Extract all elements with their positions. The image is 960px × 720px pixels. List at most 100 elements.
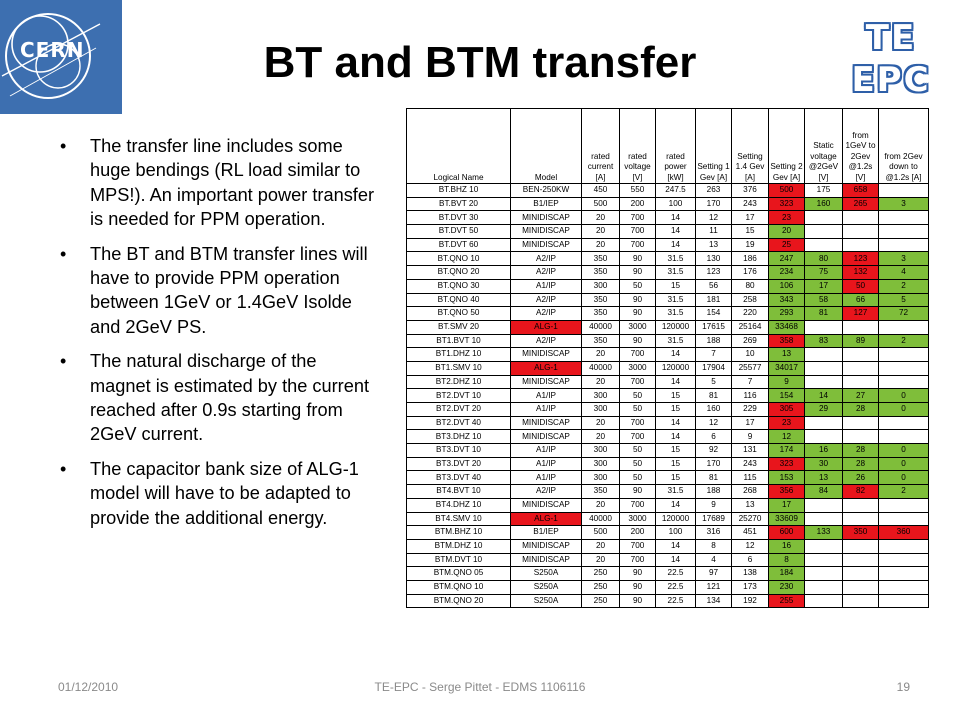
table-cell: 22.5 [655, 593, 696, 609]
table-cell [878, 237, 929, 253]
table-cell: 90 [619, 579, 656, 595]
bullet-item: • The BT and BTM transfer lines will have… [58, 242, 378, 340]
table-cell: 500 [581, 196, 620, 212]
table-cell: 0 [878, 470, 929, 486]
table-cell: 127 [842, 306, 879, 321]
table-cell: 50 [842, 278, 879, 294]
table-cell: 15 [655, 278, 696, 294]
table-cell [878, 429, 929, 445]
table-cell: 14 [655, 224, 696, 239]
table-row: BT4.DHZ 10 MINIDISCAP 20 700 14 9 13 17 [406, 497, 929, 513]
table-cell: 120000 [655, 360, 696, 376]
table-cell: 115 [731, 470, 769, 486]
table-cell: 14 [655, 497, 696, 513]
table-cell: 50 [619, 470, 656, 486]
table-cell: 234 [768, 265, 805, 280]
table-cell: 23 [768, 210, 805, 226]
table-cell [842, 552, 879, 568]
table-cell: BT4.DHZ 10 [406, 497, 511, 513]
table-cell: MINIDISCAP [510, 552, 582, 568]
table-cell: 3 [878, 196, 929, 212]
table-cell [804, 511, 843, 527]
table-cell [804, 538, 843, 554]
table-cell: 123 [842, 251, 879, 267]
table-row: BT.QNO 10 A2/IP 350 90 31.5 130 186 247 80 123 3 [406, 251, 929, 267]
table-cell: 20 [768, 224, 805, 239]
table-row: BTM.DHZ 10 MINIDISCAP 20 700 14 8 12 16 [406, 538, 929, 554]
table-cell: 300 [581, 388, 620, 403]
header-setting-1gev: Setting 1 Gev [A] [695, 108, 732, 184]
table-cell: MINIDISCAP [510, 224, 582, 239]
table-cell: 15 [655, 402, 696, 417]
table-cell: 243 [731, 196, 769, 212]
table-cell: 0 [878, 443, 929, 458]
table-header-row: Logical Name Model rated current [A] rat… [406, 108, 929, 184]
table-cell: 17689 [695, 511, 732, 527]
table-cell: 300 [581, 470, 620, 486]
table-cell: 9 [695, 497, 732, 513]
table-cell: 3 [878, 251, 929, 267]
table-cell: 6 [731, 552, 769, 568]
table-cell: 250 [581, 566, 620, 581]
table-cell [878, 183, 929, 198]
table-cell: 28 [842, 402, 879, 417]
table-row: BT2.DVT 40 MINIDISCAP 20 700 14 12 17 23 [406, 415, 929, 431]
table-cell: 25270 [731, 511, 769, 527]
table-cell: 170 [695, 456, 732, 472]
table-cell [842, 347, 879, 362]
slide-title: BT and BTM transfer [263, 38, 697, 87]
table-cell: 17 [768, 497, 805, 513]
table-cell: 220 [731, 306, 769, 321]
table-row: BT.QNO 20 A2/IP 350 90 31.5 123 176 234 75 132 4 [406, 265, 929, 280]
table-cell: 12 [695, 210, 732, 226]
table-cell: 360 [878, 525, 929, 540]
table-cell: 358 [768, 333, 805, 349]
bullet-text: The capacitor bank size of ALG-1 model w… [90, 458, 359, 528]
table-cell: MINIDISCAP [510, 415, 582, 431]
table-cell: ALG-1 [510, 319, 582, 335]
table-cell: 300 [581, 278, 620, 294]
table-cell [878, 538, 929, 554]
table-cell: 28 [842, 443, 879, 458]
header-setting-2gev: Setting 2 Gev [A] [768, 108, 805, 184]
table-cell: 92 [695, 443, 732, 458]
table-cell: B1/IEP [510, 525, 582, 540]
table-cell: A1/IP [510, 443, 582, 458]
bullet-item: • The transfer line includes some huge be… [58, 134, 378, 232]
table-cell: MINIDISCAP [510, 497, 582, 513]
table-cell: 5 [878, 292, 929, 308]
table-cell: 16 [768, 538, 805, 554]
table-cell [878, 579, 929, 595]
table-cell: 81 [804, 306, 843, 321]
table-cell: 14 [655, 347, 696, 362]
bullet-item: • The natural discharge of the magnet is … [58, 349, 378, 447]
table-cell: 700 [619, 538, 656, 554]
table-cell: BTM.QNO 10 [406, 579, 511, 595]
table-cell: ALG-1 [510, 360, 582, 376]
table-cell: 19 [731, 237, 769, 253]
table-cell: 50 [619, 278, 656, 294]
table-cell: 700 [619, 210, 656, 226]
table-cell: 15 [655, 456, 696, 472]
table-row: BTM.QNO 20 S250A 250 90 22.5 134 192 255 [406, 593, 929, 609]
table-cell: BT3.DVT 20 [406, 456, 511, 472]
table-cell: 120000 [655, 511, 696, 527]
table-cell: BT.QNO 30 [406, 278, 511, 294]
table-cell [842, 593, 879, 609]
table-cell: BT1.BVT 10 [406, 333, 511, 349]
table-cell: BT3.DVT 40 [406, 470, 511, 486]
bullet-dot-icon: • [60, 351, 67, 372]
table-cell: A1/IP [510, 402, 582, 417]
table-cell: 14 [655, 374, 696, 390]
table-cell: 450 [581, 183, 620, 198]
table-cell: 31.5 [655, 333, 696, 349]
table-row: BT2.DHZ 10 MINIDISCAP 20 700 14 5 7 9 [406, 374, 929, 390]
table-cell: 56 [695, 278, 732, 294]
table-cell: 17615 [695, 319, 732, 335]
table-cell [842, 566, 879, 581]
table-cell: 31.5 [655, 265, 696, 280]
table-cell: 40000 [581, 319, 620, 335]
table-cell: 20 [581, 497, 620, 513]
table-cell [804, 593, 843, 609]
table-cell: 700 [619, 237, 656, 253]
